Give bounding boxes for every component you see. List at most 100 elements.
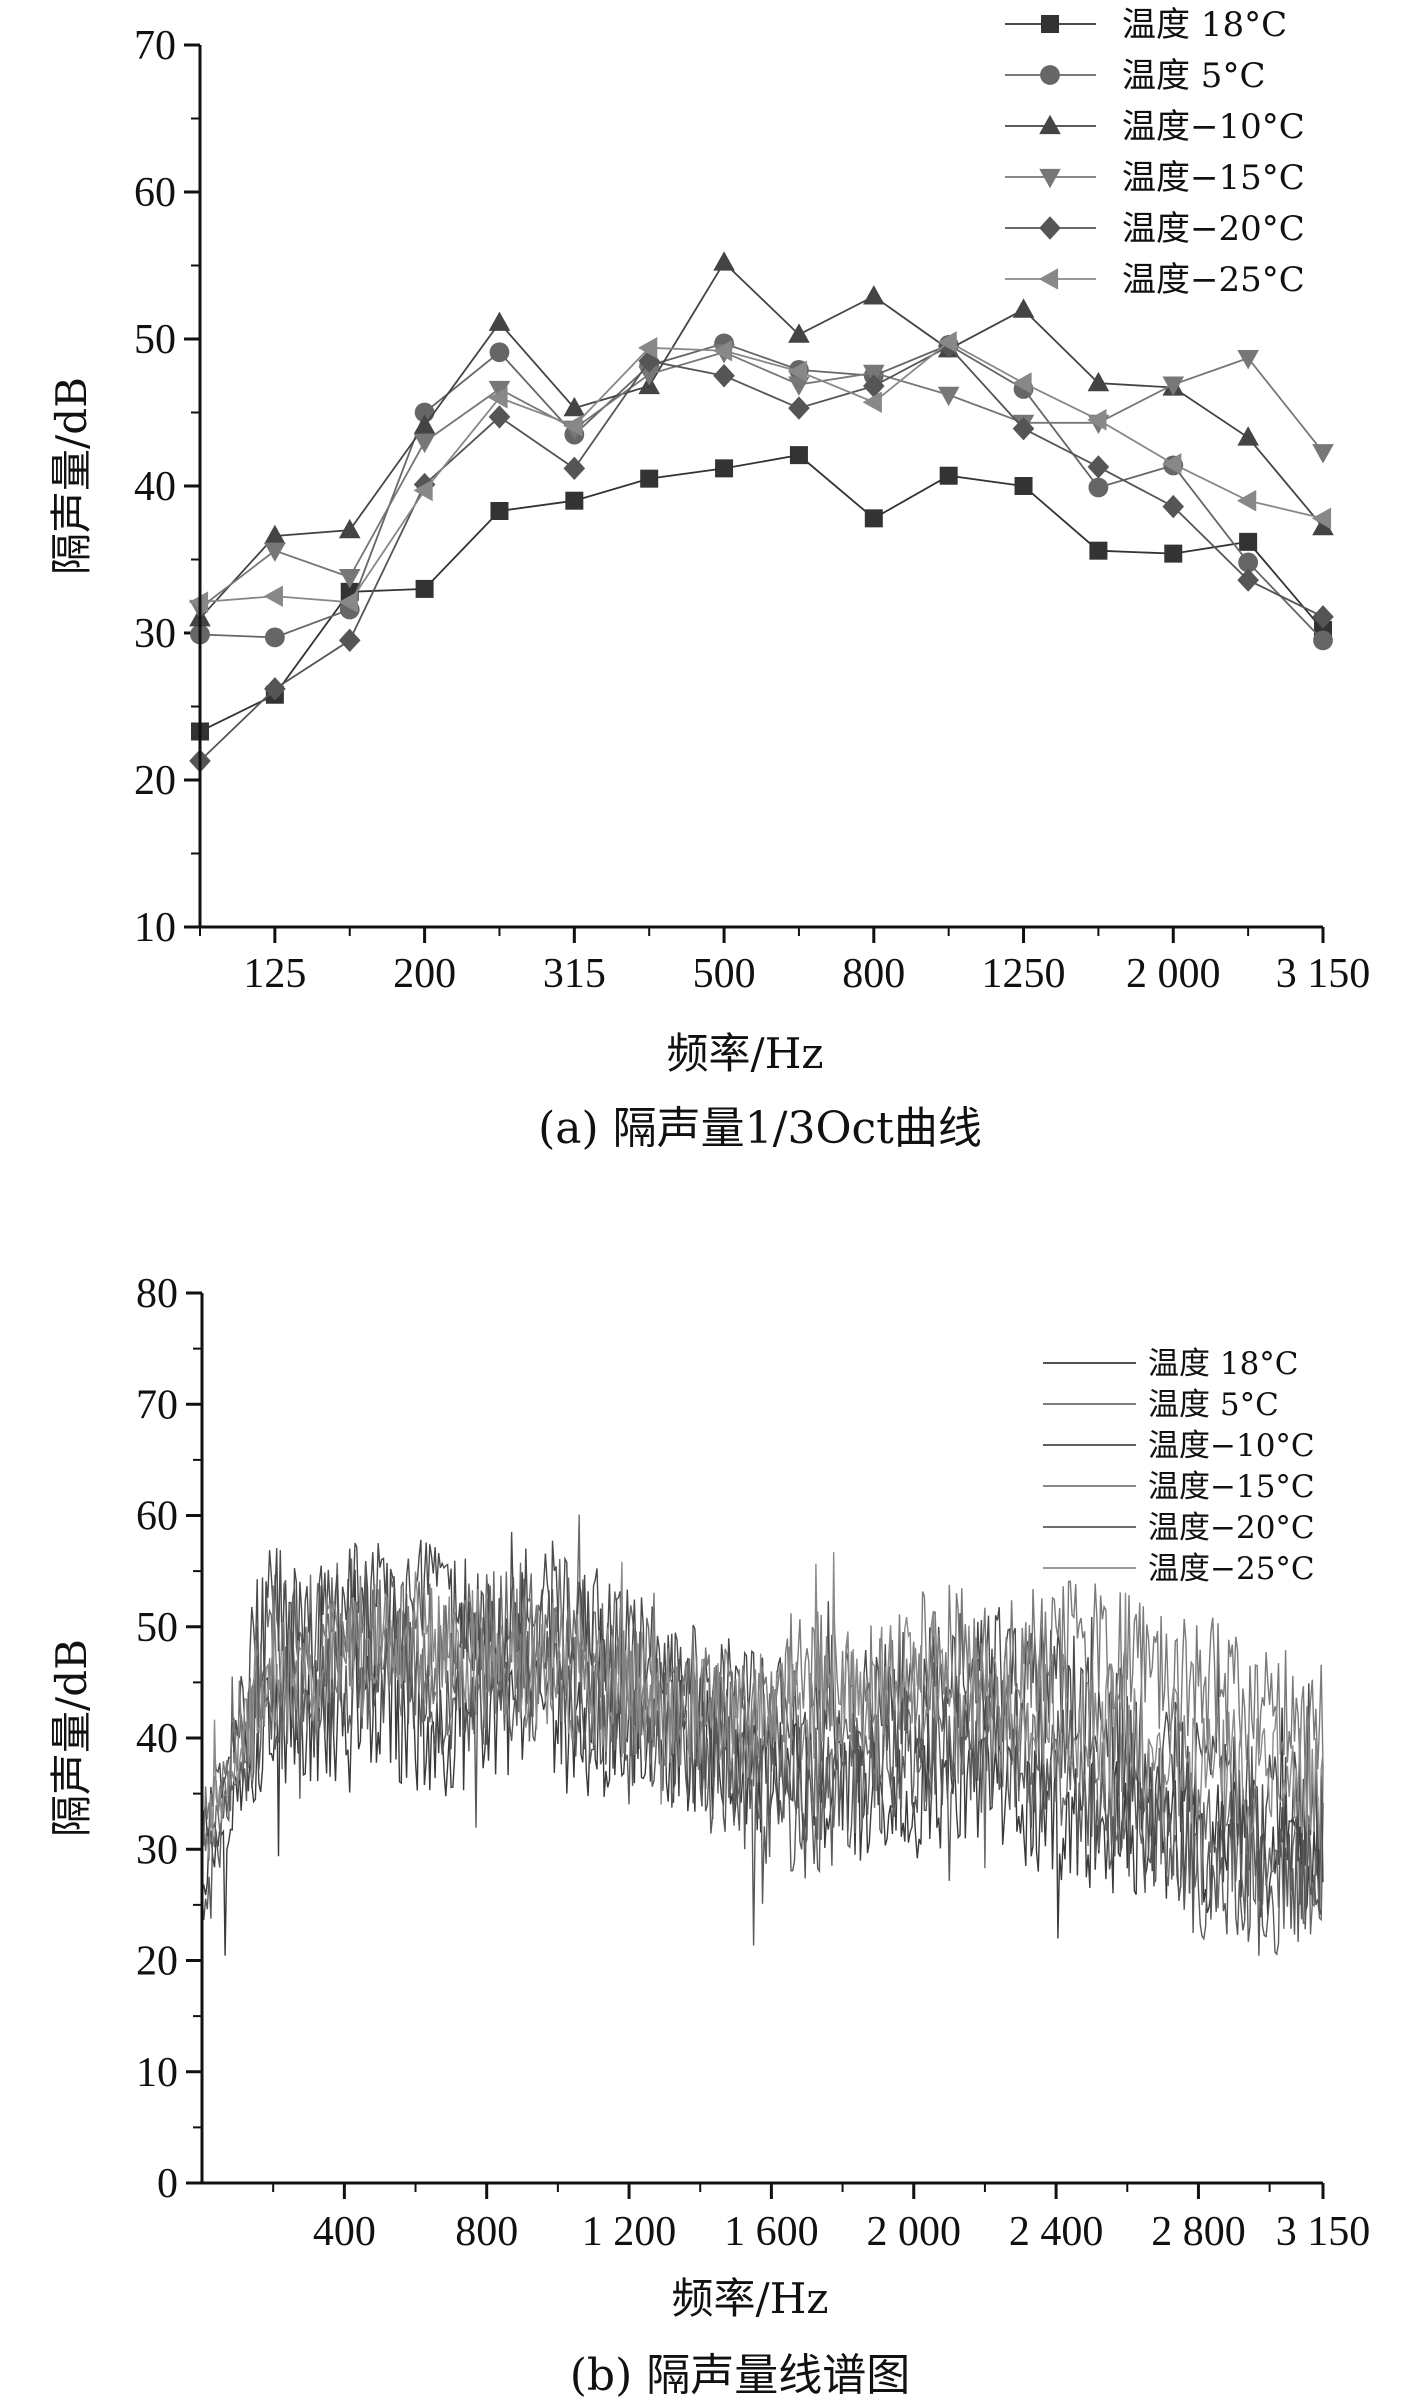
chart-a-x-tick-label: 500 <box>693 951 756 997</box>
chart-a-series <box>188 251 1334 773</box>
chart-a-x-tick-label: 1250 <box>982 951 1066 997</box>
chart-a-data-point <box>415 579 434 598</box>
chart-a-data-point <box>1162 494 1185 519</box>
chart-a-data-point <box>713 364 735 388</box>
chart-a-data-point <box>263 585 283 608</box>
chart-a-data-point <box>1162 453 1182 475</box>
chart-a-y-tick-label: 70 <box>134 23 176 69</box>
chart-a-data-point <box>1313 630 1333 651</box>
chart-a-legend-label: 温度 18°C <box>1122 5 1287 45</box>
chart-a-legend-marker <box>1039 168 1061 189</box>
chart-b-legend-label: 温度−10°C <box>1148 1428 1315 1464</box>
chart-a-data-point <box>563 456 586 481</box>
chart-a-data-point <box>1012 372 1032 394</box>
chart-a-data-point <box>1311 507 1332 530</box>
chart-a-data-point <box>787 360 808 383</box>
chart-a-y-tick-label: 60 <box>134 170 176 216</box>
chart-b-x-tick-label: 2 800 <box>1151 2209 1246 2255</box>
chart-a-y-tick-label: 50 <box>134 317 176 363</box>
chart-a-data-point <box>1087 371 1110 392</box>
chart-a-data-point <box>1088 477 1109 498</box>
chart-a-y-tick-label: 30 <box>134 611 176 657</box>
chart-a-data-point <box>788 396 810 420</box>
chart-a-data-point <box>338 518 361 539</box>
chart-a-y-tick-label: 40 <box>134 464 176 510</box>
chart-a-data-point <box>713 251 735 271</box>
chart-a-data-point <box>565 491 584 510</box>
chart-a-data-point <box>413 414 436 434</box>
chart-a-legend: 温度 18°C 温度 5°C 温度−10°C 温度−15°C 温度−20°C 温度−25°… <box>1005 5 1305 300</box>
chart-b-series-line <box>201 1552 1324 1861</box>
chart-a-series-line <box>199 454 1324 733</box>
chart-b-y-tick-label: 70 <box>136 1382 178 1428</box>
chart-b-y-tick-label: 0 <box>157 2161 178 2207</box>
chart-a-data-point <box>488 405 511 429</box>
chart-a-data-point <box>413 433 436 454</box>
chart-a-data-point <box>413 479 433 502</box>
chart-a-legend-marker <box>1041 15 1059 33</box>
chart-b-x-tick-label: 3 150 <box>1276 2209 1371 2255</box>
chart-a-data-point <box>264 677 286 701</box>
chart-a-data-point <box>563 396 586 417</box>
chart-b-y-tick-label: 50 <box>136 1605 178 1651</box>
chart-b-y-tick-label: 10 <box>136 2050 178 2096</box>
chart-a-y-tick-label: 20 <box>134 758 176 804</box>
chart-a-legend-marker <box>1040 65 1060 85</box>
chart-a-data-point <box>488 380 511 401</box>
chart-a-data-point <box>937 386 960 407</box>
chart-a-x-tick-label: 125 <box>243 951 306 997</box>
chart-b-x-tick-label: 2 000 <box>866 2209 961 2255</box>
chart-a-data-point <box>488 387 508 409</box>
chart-b-legend-label: 温度−15°C <box>1148 1469 1315 1505</box>
chart-b-legend-label: 温度 18°C <box>1148 1346 1299 1382</box>
chart-b-legend-label: 温度−20°C <box>1148 1510 1315 1546</box>
chart-a-series-line <box>199 345 1324 762</box>
chart-a-data-point <box>939 466 958 485</box>
chart-a-data-point <box>1014 477 1033 495</box>
chart-a-legend-label: 温度−15°C <box>1122 158 1305 198</box>
chart-a-data-point <box>864 509 883 528</box>
chart-a-data-point <box>1238 552 1259 573</box>
chart-a-data-point <box>264 524 286 545</box>
chart-a-data-point <box>788 323 810 343</box>
chart-b-x-tick-label: 400 <box>313 2209 376 2255</box>
chart-a-data-point <box>338 591 358 613</box>
chart-a-data-point <box>712 339 733 362</box>
chart-b-y-tick-label: 60 <box>136 1494 178 1540</box>
chart-b-legend-label: 温度−25°C <box>1148 1551 1315 1587</box>
chart-a-data-point <box>863 374 885 398</box>
chart-a-data-point <box>1087 409 1107 431</box>
chart-a-x-tick-label: 800 <box>842 951 905 997</box>
chart-a-x-tick-label: 3 150 <box>1276 951 1371 997</box>
chart-a-data-point <box>490 501 509 520</box>
chart-a-data-point <box>1312 515 1334 536</box>
chart-b-y-tick-label: 20 <box>136 1939 178 1985</box>
chart-a-data-point <box>264 627 285 648</box>
chart-b-legend-label: 温度 5°C <box>1148 1387 1279 1423</box>
chart-a-data-point <box>637 337 658 359</box>
chart-a-legend-marker <box>1039 216 1061 240</box>
chart-a-data-point <box>789 446 808 465</box>
chart-a-legend-marker <box>1038 268 1059 290</box>
chart-b-x-tick-label: 1 600 <box>724 2209 819 2255</box>
chart-a-data-point <box>1237 426 1259 446</box>
chart-a-series-line <box>199 351 1324 609</box>
chart-a-data-point <box>338 569 361 589</box>
chart-a-data-point <box>1237 568 1259 592</box>
chart-b-x-tick-label: 2 400 <box>1009 2209 1104 2255</box>
chart-a-legend-label: 温度 5°C <box>1122 56 1265 96</box>
chart-a-data-point <box>188 591 209 613</box>
chart-a-data-point <box>1012 298 1035 318</box>
chart-b-y-tick-label: 80 <box>136 1271 178 1317</box>
chart-a-x-tick-label: 200 <box>393 951 456 997</box>
chart-a-data-point <box>1164 544 1183 563</box>
chart-a-data-point <box>264 542 286 562</box>
chart-a-data-point <box>1312 605 1334 629</box>
chart-a-data-point <box>489 342 510 363</box>
chart-a-legend-label: 温度−10°C <box>1122 107 1305 147</box>
chart-a-data-point <box>1239 532 1258 551</box>
chart-a-legend-label: 温度−20°C <box>1122 209 1305 249</box>
chart-b: 0 10 20 30 40 50 60 70 80 400 800 1 200 1 600 2 000 2 … <box>47 1271 1370 2401</box>
chart-a-data-point <box>1312 444 1334 464</box>
